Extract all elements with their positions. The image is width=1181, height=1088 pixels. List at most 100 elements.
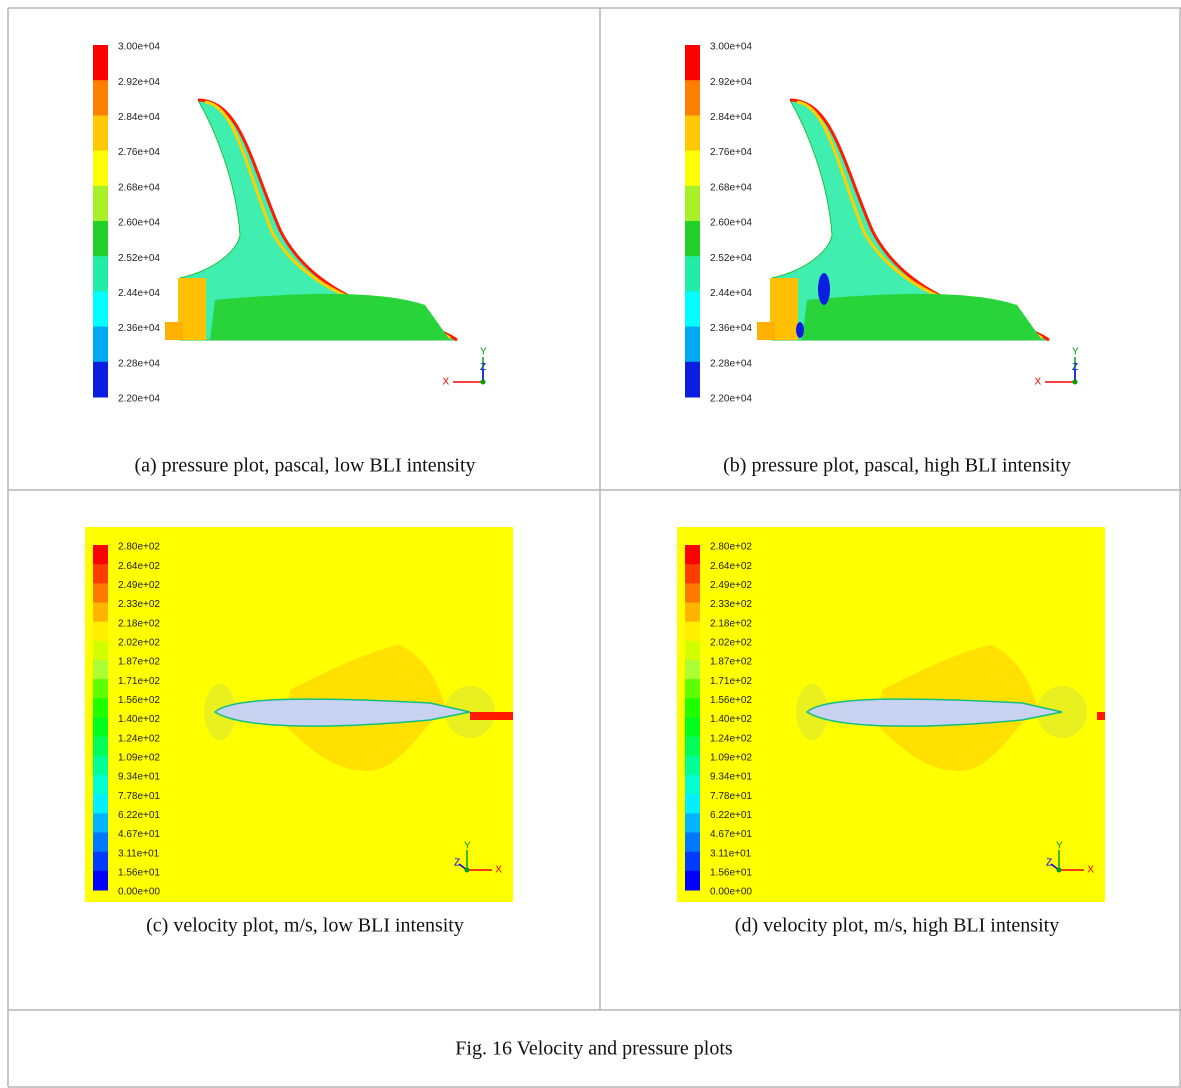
colorbar-label: 4.67e+01 — [710, 829, 752, 840]
colorbar-block — [93, 256, 108, 292]
colorbar-label: 7.78e+01 — [710, 791, 752, 802]
panel: X YZ 3.00e+04 2.92e+04 2.84e+04 2.76e+04 2.68e… — [685, 42, 1079, 477]
colorbar-label: 9.34e+01 — [710, 772, 752, 783]
colorbar-block — [93, 870, 108, 891]
fin-low-region — [210, 293, 450, 340]
colorbar-label: 2.36e+04 — [710, 323, 752, 334]
colorbar-label: 1.56e+02 — [710, 695, 752, 706]
colorbar-block — [93, 583, 108, 603]
colorbar-block — [685, 794, 700, 814]
figure-caption: Fig. 16 Velocity and pressure plots — [455, 1038, 733, 1060]
colorbar-label: 3.11e+01 — [118, 848, 160, 859]
colorbar-block — [93, 755, 108, 776]
colorbar-label: 2.60e+04 — [118, 218, 160, 229]
colorbar-label: 1.40e+02 — [710, 714, 752, 725]
colorbar-block — [685, 832, 700, 853]
colorbar-block — [93, 545, 108, 565]
triad-origin — [1072, 379, 1078, 385]
colorbar-label: 2.33e+02 — [118, 599, 160, 610]
colorbar-label: 2.80e+02 — [710, 542, 752, 553]
colorbar-label: 2.49e+02 — [710, 580, 752, 591]
colorbar-block — [685, 602, 700, 623]
colorbar-block — [93, 80, 108, 116]
panel: X YZ 3.00e+04 2.92e+04 2.84e+04 2.76e+04 2.68e… — [93, 42, 487, 477]
panel: X YZ 2.80e+02 2.64e+02 2.49e+02 2.33e+02 2.18e… — [85, 527, 513, 937]
separation-zone — [796, 322, 804, 338]
axis-label: Z — [480, 362, 486, 373]
colorbar-block — [93, 45, 108, 81]
colorbar-label: 2.80e+02 — [118, 542, 160, 553]
colorbar-label: 7.78e+01 — [118, 791, 160, 802]
colorbar-block — [685, 80, 700, 116]
colorbar-block — [685, 564, 700, 584]
colorbar-block — [93, 326, 108, 363]
colorbar-block — [93, 698, 108, 718]
fin-low-region — [802, 293, 1042, 340]
triad-origin — [480, 379, 486, 385]
axis-label: Z — [454, 857, 460, 868]
panel-caption: (d) velocity plot, m/s, high BLI intensi… — [735, 915, 1059, 937]
colorbar-block — [685, 45, 700, 81]
colorbar-label: 2.20e+04 — [118, 394, 160, 405]
colorbar-label: 2.28e+04 — [710, 358, 752, 369]
colorbar-label: 2.02e+02 — [710, 637, 752, 648]
colorbar-block — [685, 660, 700, 680]
colorbar-label: 3.00e+04 — [118, 42, 160, 53]
colorbar-label: 2.44e+04 — [118, 288, 160, 299]
colorbar-label: 1.09e+02 — [118, 752, 160, 763]
colorbar-label: 0.00e+00 — [118, 887, 160, 898]
colorbar-label: 2.76e+04 — [710, 147, 752, 158]
colorbar-block — [93, 775, 108, 795]
colorbar-label: 1.24e+02 — [710, 733, 752, 744]
inlet-lip — [165, 322, 183, 340]
colorbar-label: 1.09e+02 — [710, 752, 752, 763]
colorbar-block — [685, 640, 700, 661]
colorbar-block — [685, 326, 700, 363]
colorbar-block — [685, 545, 700, 565]
colorbar-block — [93, 832, 108, 853]
colorbar-block — [685, 256, 700, 292]
colorbar-label: 2.64e+02 — [118, 561, 160, 572]
inlet-lip — [757, 322, 775, 340]
colorbar-block — [685, 185, 700, 222]
colorbar-label: 3.11e+01 — [710, 848, 752, 859]
colorbar-block — [93, 679, 108, 699]
colorbar-label: 1.71e+02 — [710, 676, 752, 687]
colorbar-block — [685, 698, 700, 718]
colorbar-block — [93, 736, 108, 757]
colorbar-label: 4.67e+01 — [118, 829, 160, 840]
panel-caption: (a) pressure plot, pascal, low BLI inten… — [134, 455, 475, 477]
panel-caption: (b) pressure plot, pascal, high BLI inte… — [723, 455, 1071, 477]
axis-label: Z — [1046, 857, 1052, 868]
colorbar-label: 1.40e+02 — [118, 714, 160, 725]
colorbar-block — [93, 621, 108, 642]
colorbar-label: 2.68e+04 — [710, 182, 752, 193]
axis-label: Y — [1072, 347, 1079, 358]
axis-label: X — [495, 865, 502, 876]
colorbar-block — [685, 851, 700, 872]
colorbar-block — [93, 150, 108, 187]
colorbar-label: 2.64e+02 — [710, 561, 752, 572]
colorbar-label: 1.56e+01 — [118, 867, 160, 878]
separation-zone — [818, 273, 830, 305]
axis-label: Y — [1056, 841, 1063, 852]
axis-label: X — [443, 377, 450, 388]
colorbar-block — [685, 291, 700, 328]
colorbar-label: 1.87e+02 — [710, 657, 752, 668]
axis-label: X — [1035, 377, 1042, 388]
colorbar-block — [685, 755, 700, 776]
colorbar-label: 2.28e+04 — [118, 358, 160, 369]
colorbar-label: 2.76e+04 — [118, 147, 160, 158]
axis-label: Z — [1072, 362, 1078, 373]
axis-label: X — [1087, 865, 1094, 876]
colorbar-label: 2.84e+04 — [118, 112, 160, 123]
colorbar-block — [93, 813, 108, 833]
colorbar-block — [93, 185, 108, 222]
colorbar-label: 9.34e+01 — [118, 772, 160, 783]
colorbar-block — [93, 717, 108, 738]
triad-origin — [464, 867, 470, 873]
colorbar-label: 2.02e+02 — [118, 637, 160, 648]
colorbar-block — [685, 775, 700, 795]
colorbar-label: 6.22e+01 — [710, 810, 752, 821]
colorbar-block — [685, 221, 700, 257]
